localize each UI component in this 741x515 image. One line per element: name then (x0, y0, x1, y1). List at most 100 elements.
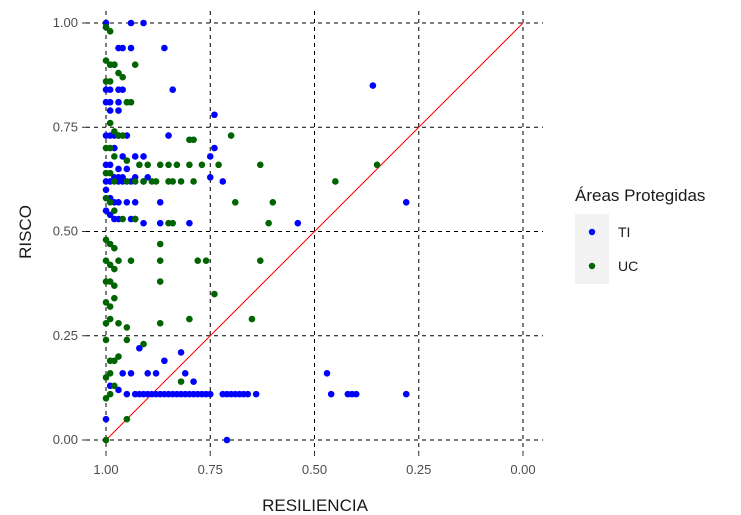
data-point-ti (206, 153, 214, 160)
data-point-ti (206, 390, 214, 398)
data-point-ti (211, 111, 218, 119)
data-point-ti (211, 144, 218, 152)
data-point-uc (123, 157, 131, 164)
data-point-ti (402, 390, 410, 398)
data-point-ti (165, 132, 172, 139)
data-point-ti (127, 19, 135, 27)
data-point-ti (131, 199, 139, 206)
data-point-ti (244, 390, 252, 398)
data-point-uc (131, 61, 139, 68)
data-point-uc (106, 119, 114, 127)
data-point-uc (111, 207, 118, 214)
data-point-ti (223, 436, 231, 444)
data-point-ti (106, 107, 114, 114)
data-point-uc (211, 290, 218, 298)
data-point-uc (106, 169, 114, 177)
x-tick-label: 0.75 (198, 462, 223, 477)
data-point-uc (106, 369, 114, 377)
data-point-uc (115, 353, 122, 360)
data-point-uc (156, 240, 164, 248)
data-point-ti (123, 390, 131, 398)
data-point-uc (165, 161, 172, 169)
data-point-uc (106, 144, 114, 152)
y-tick-label: 1.00 (53, 15, 78, 30)
data-points (102, 19, 410, 444)
data-point-uc (332, 178, 339, 185)
data-point-uc (115, 257, 122, 264)
data-point-ti (115, 386, 122, 394)
data-point-ti (123, 165, 131, 173)
data-point-uc (127, 257, 135, 264)
data-point-uc (119, 215, 126, 223)
data-point-ti (119, 86, 126, 94)
data-point-uc (115, 69, 122, 77)
x-tick-label: 0.25 (406, 462, 431, 477)
data-point-uc (127, 98, 135, 106)
data-point-uc (256, 161, 264, 169)
data-point-uc (111, 357, 118, 365)
data-point-uc (111, 153, 118, 160)
y-tick-label: 0.00 (53, 432, 78, 447)
data-point-uc (102, 374, 110, 381)
legend-title: Áreas Protegidas (575, 186, 705, 205)
data-point-uc (123, 336, 131, 344)
data-point-ti (190, 378, 197, 385)
data-point-ti (169, 86, 177, 94)
data-point-ti (140, 219, 147, 227)
data-point-uc (102, 336, 110, 344)
data-point-uc (173, 161, 181, 169)
reference-line (105, 22, 524, 441)
data-point-uc (111, 244, 118, 252)
data-point-uc (177, 178, 185, 185)
data-point-uc (106, 28, 114, 35)
data-point-ti (323, 369, 331, 377)
x-axis-title: RESILIENCIA (262, 496, 368, 515)
x-tick-label: 1.00 (93, 462, 118, 477)
data-point-uc (123, 415, 131, 423)
y-tick-label: 0.75 (53, 119, 78, 134)
data-point-uc (106, 303, 114, 310)
data-point-uc (190, 178, 197, 185)
data-point-uc (102, 236, 110, 244)
data-point-uc (102, 436, 110, 444)
data-point-ti (106, 86, 114, 94)
data-point-ti (106, 98, 114, 106)
data-point-ti (127, 44, 135, 52)
x-tick-label: 0.00 (510, 462, 535, 477)
data-point-uc (106, 78, 114, 85)
data-point-ti (206, 173, 214, 181)
data-point-uc (106, 240, 114, 248)
data-point-ti (352, 390, 360, 398)
data-point-ti (252, 390, 260, 398)
y-axis-ticks: 0.00 0.25 0.50 0.75 1.00 (53, 15, 86, 447)
legend-key-uc (588, 262, 596, 270)
data-point-ti (119, 44, 126, 52)
data-point-uc (231, 199, 239, 206)
data-point-ti (140, 19, 147, 27)
data-point-uc (156, 161, 164, 169)
data-point-uc (111, 382, 118, 390)
data-point-uc (102, 299, 110, 306)
data-point-uc (106, 278, 114, 285)
data-point-uc (111, 178, 118, 185)
data-point-ti (140, 153, 147, 160)
data-point-uc (106, 261, 114, 269)
data-point-ti (102, 415, 110, 423)
y-tick-label: 0.50 (53, 224, 78, 239)
data-point-uc (102, 23, 110, 31)
data-point-uc (111, 61, 118, 68)
data-point-ti (327, 390, 335, 398)
data-point-uc (144, 161, 151, 169)
data-point-uc (106, 315, 114, 323)
data-point-uc (131, 178, 139, 185)
data-point-uc (373, 161, 381, 169)
data-point-ti (115, 199, 122, 206)
data-point-ti (119, 369, 126, 377)
legend-key-bg (575, 214, 609, 284)
data-point-uc (119, 73, 126, 81)
data-point-ti (136, 344, 143, 352)
data-point-uc (152, 178, 160, 185)
data-point-uc (256, 257, 264, 264)
data-point-uc (186, 315, 193, 323)
data-point-uc (248, 315, 256, 323)
